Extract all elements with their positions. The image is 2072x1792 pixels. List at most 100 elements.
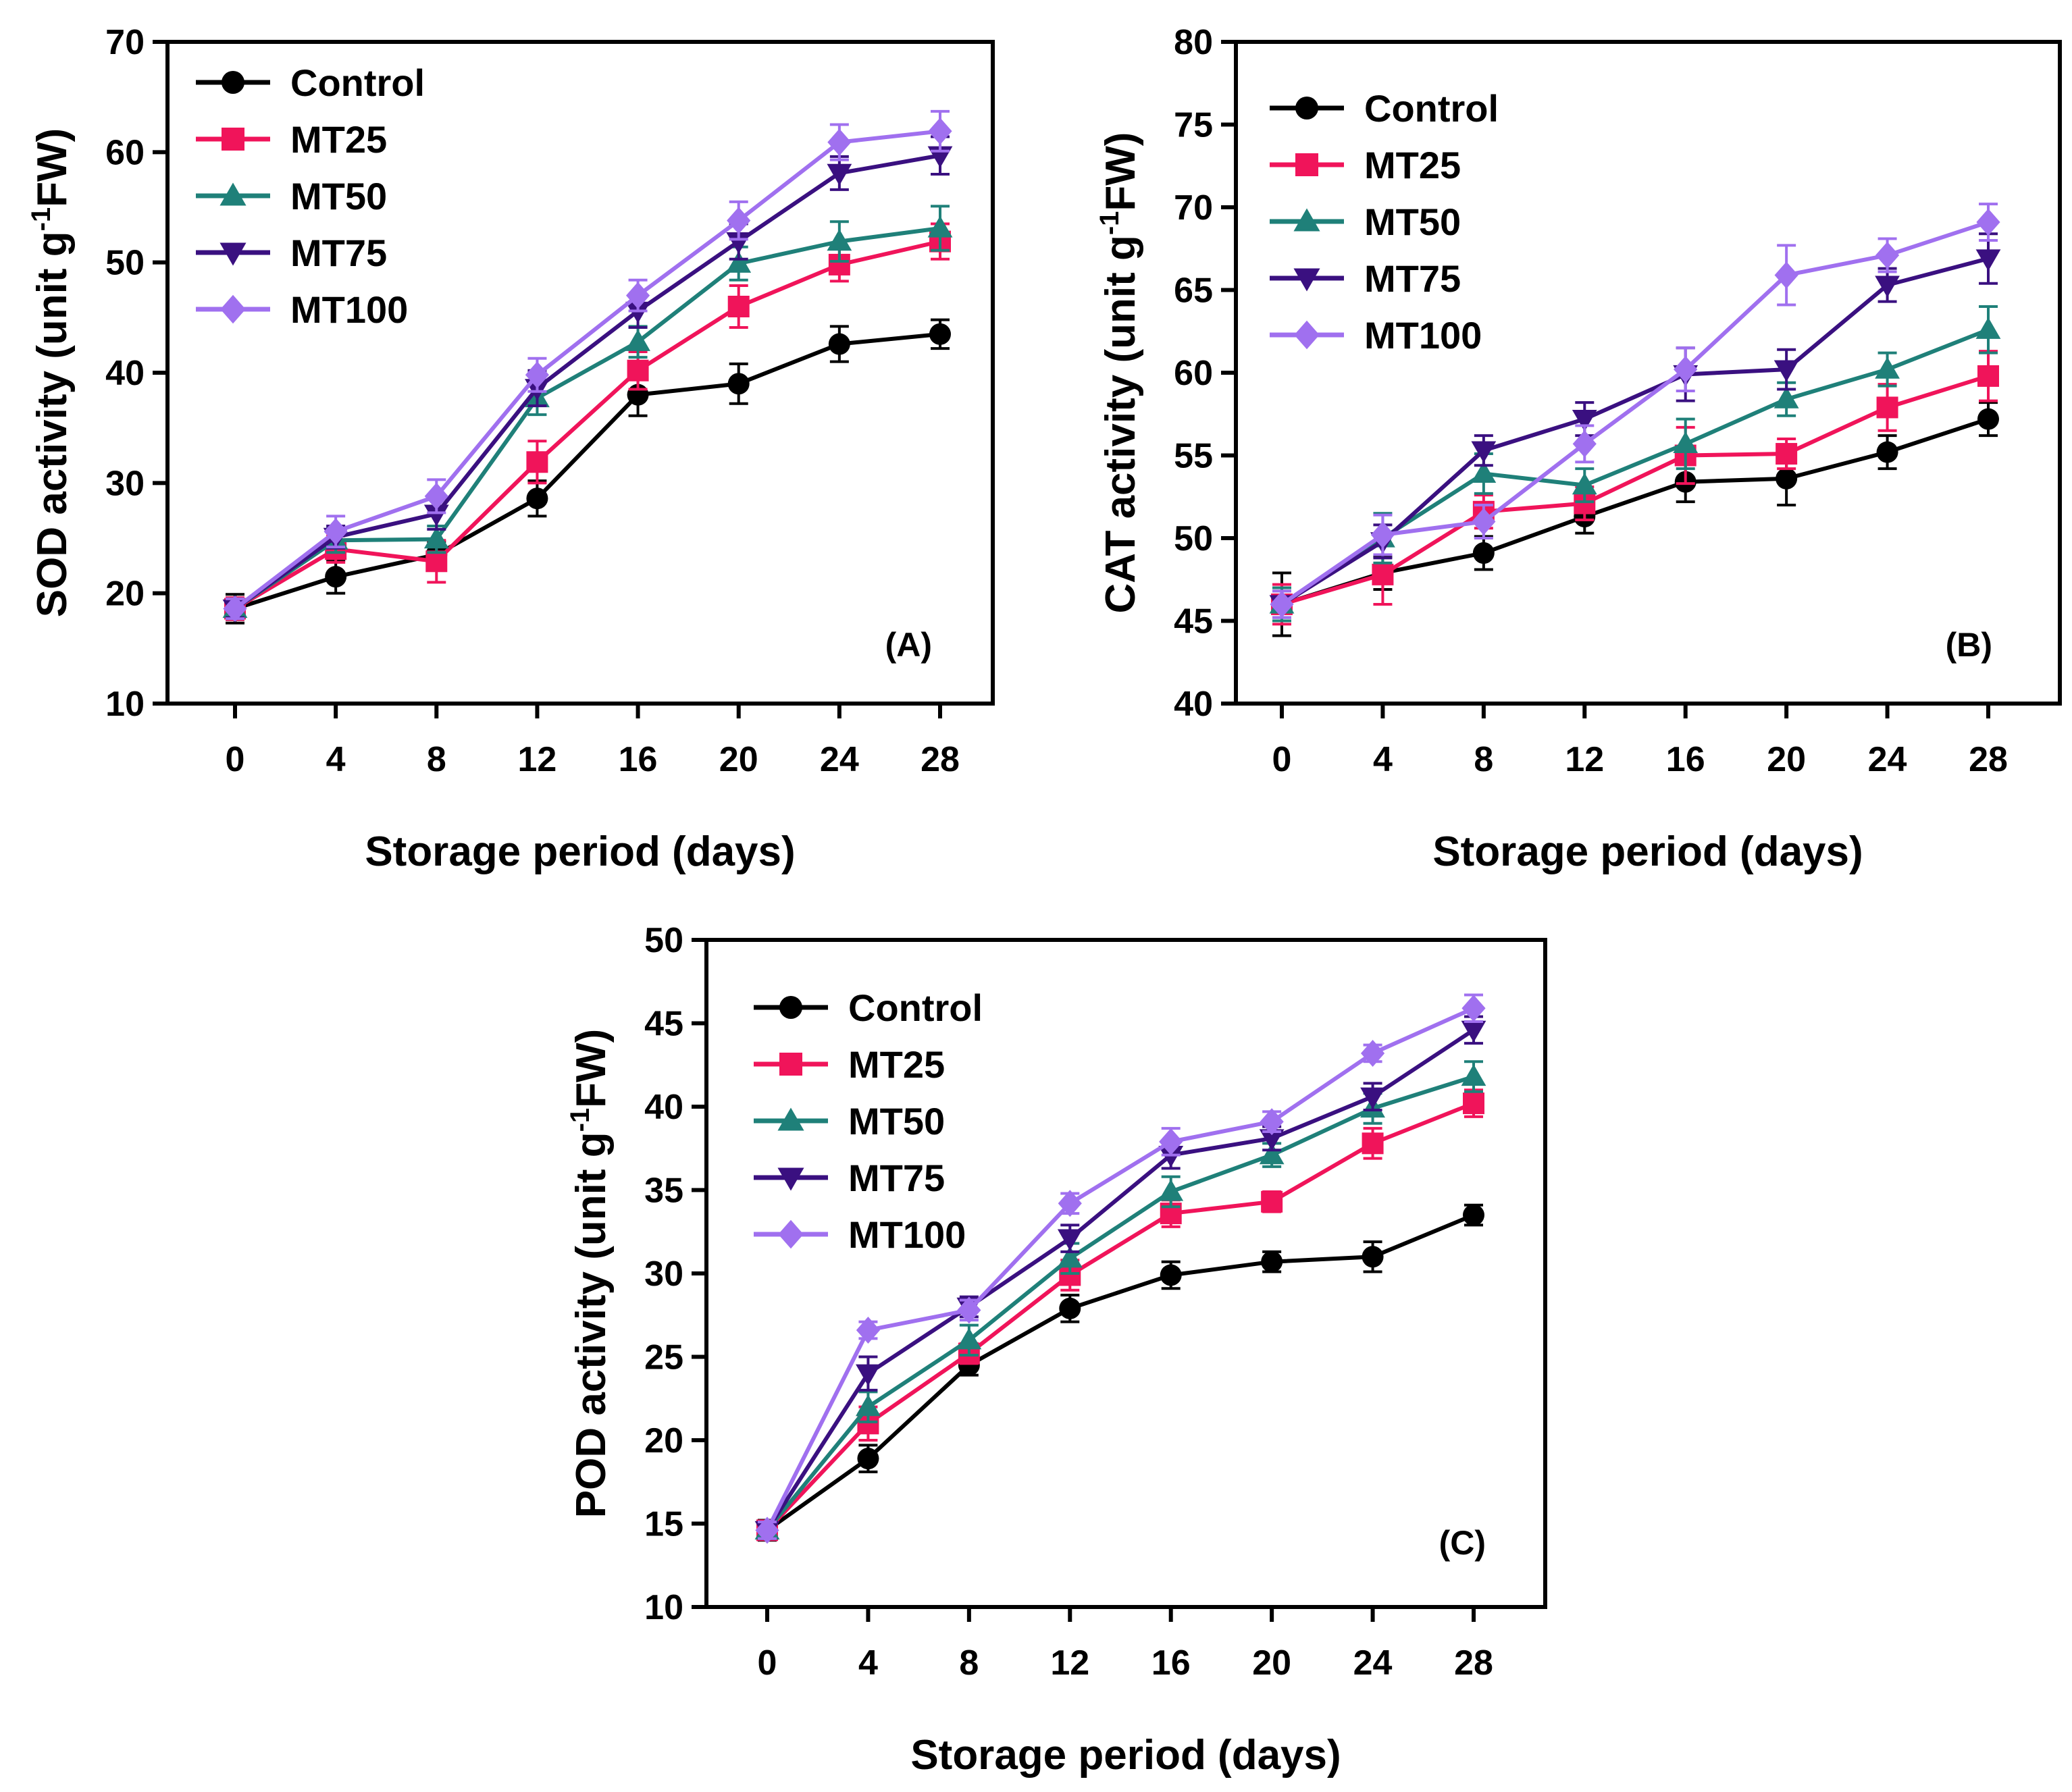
series-line — [234, 239, 941, 611]
data-point — [325, 566, 347, 588]
data-point — [526, 487, 548, 510]
legend-label: MT75 — [848, 1157, 945, 1199]
data-point — [1876, 396, 1898, 419]
panel-label: (B) — [1946, 626, 1992, 664]
data-point — [727, 207, 751, 234]
data-point — [1572, 473, 1597, 495]
series-line — [765, 1074, 1474, 1532]
y-tick-label: 45 — [644, 1005, 683, 1044]
data-point — [1572, 410, 1597, 431]
x-tick-label: 12 — [1050, 1643, 1089, 1683]
data-point — [1773, 386, 1799, 409]
y-axis-title-superscript: -1 — [565, 1108, 595, 1132]
x-tick-label: 28 — [1454, 1643, 1493, 1683]
legend-marker — [219, 182, 247, 206]
data-point — [1572, 430, 1597, 458]
y-tick-label: 10 — [644, 1588, 683, 1627]
legend-label: MT100 — [1364, 314, 1482, 357]
y-tick-label: 65 — [1174, 271, 1213, 311]
x-axis-title: Storage period (days) — [910, 1732, 1341, 1778]
legend-label: MT100 — [290, 288, 408, 331]
data-point — [856, 1394, 881, 1417]
y-tick-label: 20 — [644, 1421, 683, 1460]
data-point — [1977, 365, 1999, 387]
y-tick-label: 80 — [1174, 23, 1213, 62]
y-tick-label: 60 — [1174, 354, 1213, 393]
x-tick-label: 24 — [1868, 740, 1907, 779]
y-axis-title-tail: FW) — [1097, 132, 1144, 211]
data-point — [1370, 521, 1395, 549]
legend: Control MT25 MT50 MT75 MT100 — [754, 986, 983, 1256]
data-point — [1471, 461, 1497, 483]
data-point — [1463, 1204, 1484, 1226]
plot-frame — [704, 938, 1547, 1609]
data-point — [1259, 1129, 1285, 1151]
series-control — [224, 318, 951, 625]
legend-marker — [1295, 153, 1318, 176]
data-point — [1059, 1297, 1081, 1319]
data-point — [1261, 1250, 1283, 1273]
data-point — [1057, 1246, 1083, 1268]
series-mt100 — [755, 993, 1486, 1544]
data-point — [727, 373, 750, 395]
legend-marker — [1295, 97, 1318, 120]
y-tick-label: 35 — [644, 1171, 683, 1211]
x-tick-label: 28 — [1969, 740, 2008, 779]
data-point — [1674, 356, 1698, 384]
series-line — [1280, 220, 1989, 606]
legend-label: MT50 — [1364, 201, 1461, 243]
x-tick-label: 20 — [719, 740, 758, 779]
data-point — [1158, 1179, 1184, 1201]
x-tick-label: 4 — [326, 740, 346, 779]
y-axis-title-tail: FW) — [29, 128, 76, 207]
data-point — [957, 1296, 981, 1324]
y-axis-title: POD activity (unit g-1FW) — [565, 1029, 615, 1518]
legend-label: Control — [290, 61, 425, 104]
data-point — [1461, 1064, 1486, 1086]
y-axis-title-main: POD activity (unit g — [568, 1132, 615, 1518]
y-tick-label: 10 — [105, 685, 145, 724]
data-point — [1058, 1190, 1082, 1217]
data-point — [1875, 242, 1900, 269]
data-point — [1360, 1039, 1385, 1067]
data-point — [1875, 275, 1900, 298]
x-axis-title: Storage period (days) — [365, 828, 795, 875]
series-line — [234, 332, 941, 611]
data-point — [1259, 1142, 1285, 1165]
panel-label: (A) — [885, 626, 932, 664]
series-mt100 — [1270, 203, 2000, 619]
legend-marker — [778, 1219, 804, 1249]
series-line — [765, 1006, 1475, 1531]
y-tick-label: 45 — [1174, 602, 1213, 641]
x-tick-label: 20 — [1252, 1643, 1291, 1683]
data-point — [1977, 408, 1999, 430]
y-tick-label: 20 — [105, 575, 145, 614]
series-line — [1281, 417, 1989, 606]
data-point — [627, 359, 649, 381]
x-tick-label: 8 — [1474, 740, 1493, 779]
data-point — [1773, 360, 1799, 382]
data-point — [1472, 542, 1495, 564]
legend-marker — [777, 1107, 804, 1131]
data-point — [1875, 357, 1900, 379]
y-tick-label: 25 — [644, 1338, 683, 1377]
data-point — [625, 282, 650, 309]
data-point — [857, 1448, 879, 1470]
legend-label: MT100 — [848, 1213, 966, 1256]
y-axis-title: SOD activity (unit g-1FW) — [26, 128, 76, 617]
x-axis-title: Storage period (days) — [1432, 828, 1863, 875]
series-line — [765, 1028, 1475, 1532]
legend-label: Control — [1364, 87, 1499, 130]
legend-marker — [779, 1053, 802, 1076]
data-point — [856, 1364, 881, 1386]
data-point — [927, 215, 953, 238]
legend-marker — [219, 242, 247, 266]
legend-marker — [777, 1167, 804, 1191]
legend: Control MT25 MT50 MT75 MT100 — [196, 61, 425, 331]
data-point — [1362, 1246, 1384, 1268]
y-tick-label: 30 — [644, 1255, 683, 1294]
series-line — [234, 129, 941, 610]
x-tick-label: 8 — [959, 1643, 979, 1683]
legend-marker — [1293, 268, 1320, 292]
x-tick-label: 16 — [1151, 1643, 1191, 1683]
